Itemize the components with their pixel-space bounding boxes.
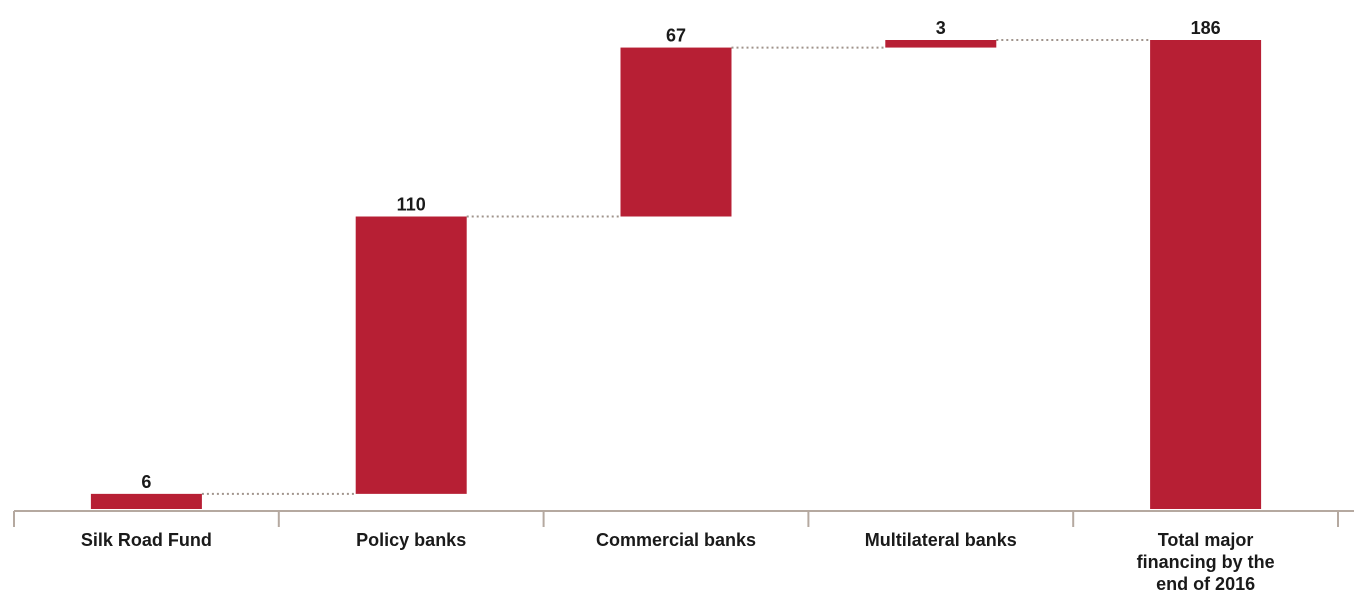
bar-1 <box>355 216 467 494</box>
bar-0 <box>90 493 202 509</box>
x-axis <box>13 510 1354 527</box>
value-labels: 6 110 67 3 186 <box>141 18 1220 492</box>
category-label-2-line-0: Commercial banks <box>596 530 756 550</box>
bar-4 <box>1150 40 1262 509</box>
value-label-1: 110 <box>397 195 426 215</box>
category-label-4-line-1: financing by the <box>1137 552 1275 572</box>
category-label-4-line-2: end of 2016 <box>1156 574 1255 594</box>
category-label-3-line-0: Multilateral banks <box>865 530 1017 550</box>
category-label-4: Total major financing by the end of 2016 <box>1137 530 1275 594</box>
bar-3 <box>885 40 997 48</box>
value-label-2: 67 <box>666 26 686 46</box>
category-label-3: Multilateral banks <box>865 530 1017 550</box>
connector-lines <box>201 39 1151 495</box>
category-label-4-line-0: Total major <box>1158 530 1254 550</box>
value-label-4: 186 <box>1191 18 1221 38</box>
category-label-0-line-0: Silk Road Fund <box>81 530 212 550</box>
bars <box>90 40 1262 509</box>
value-label-0: 6 <box>141 472 151 492</box>
category-label-1: Policy banks <box>356 530 466 550</box>
category-label-2: Commercial banks <box>596 530 756 550</box>
category-labels: Silk Road Fund Policy banks Commercial ban… <box>81 530 1275 594</box>
category-label-1-line-0: Policy banks <box>356 530 466 550</box>
category-label-0: Silk Road Fund <box>81 530 212 550</box>
bar-2 <box>620 47 732 217</box>
value-label-3: 3 <box>936 18 946 38</box>
